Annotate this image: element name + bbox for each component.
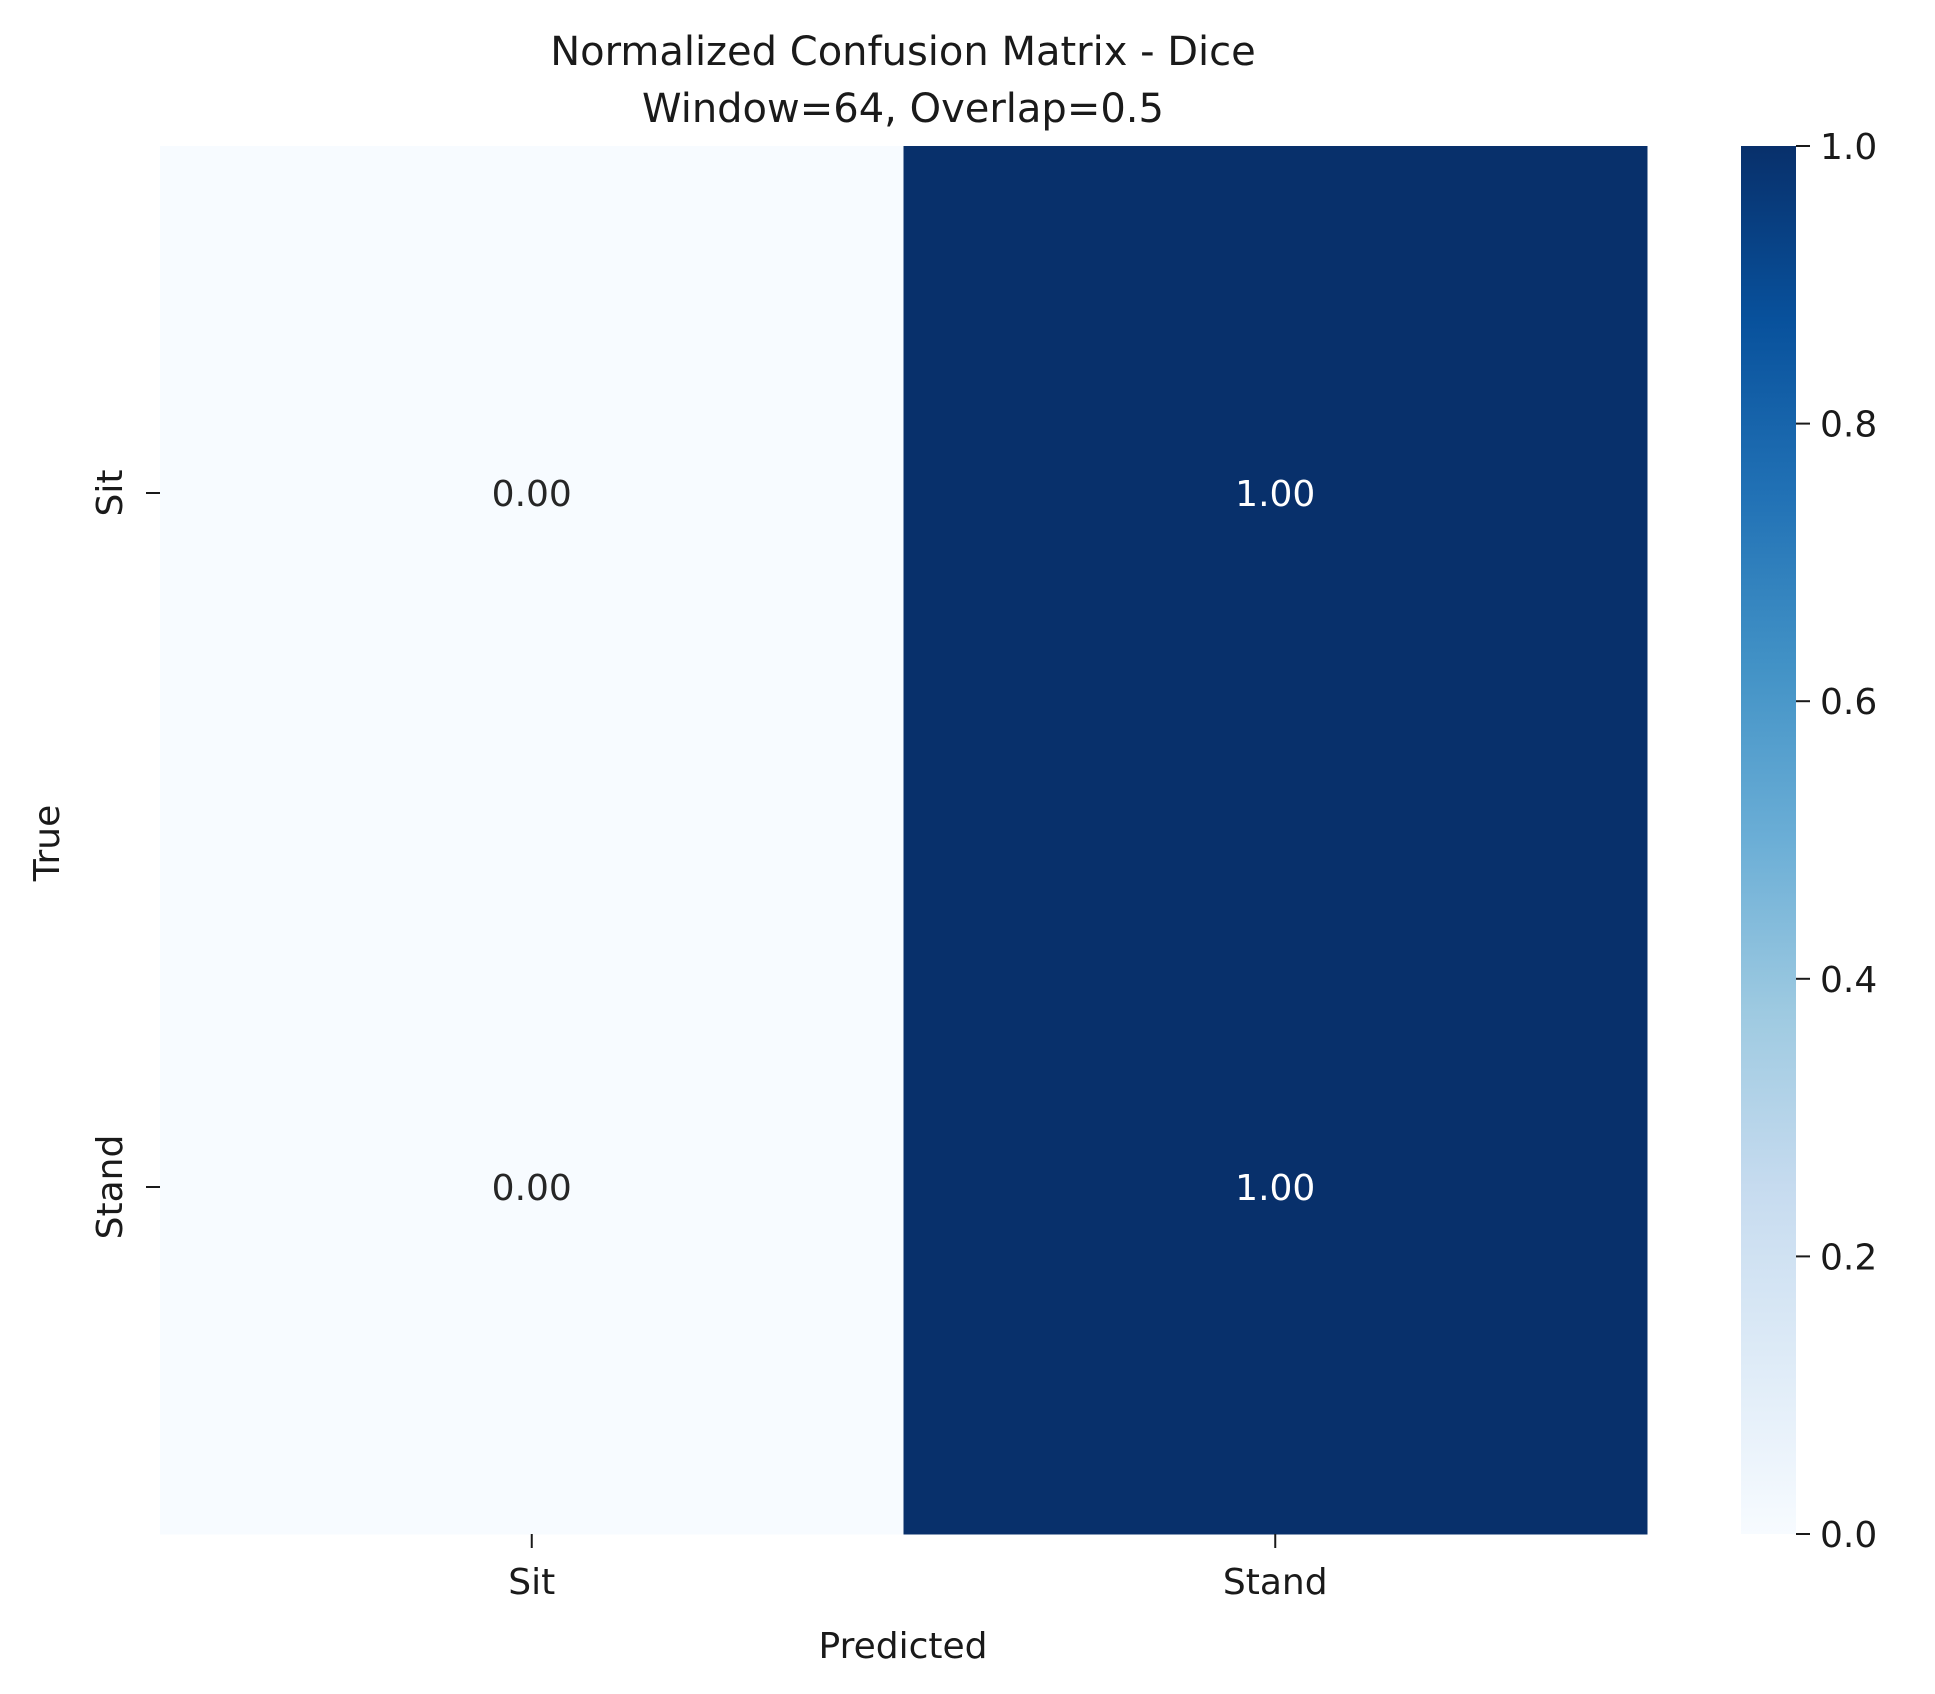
colorbar-tick-label: 0.8	[1820, 405, 1877, 446]
cell-value-label: 0.00	[492, 474, 572, 515]
heatmap-cells: 0.00 1.00 0.00 1.00	[160, 146, 1648, 1535]
colorbar-ticks: 0.0 0.2 0.4 0.6 0.8 1.0	[1796, 127, 1877, 1556]
y-axis-label: True	[27, 805, 68, 882]
cell-value-label: 1.00	[1235, 1168, 1315, 1209]
chart-title-line1: Normalized Confusion Matrix - Dice	[550, 29, 1256, 75]
colorbar	[1741, 146, 1796, 1534]
heatmap-cell	[160, 840, 904, 1535]
cell-value-label: 0.00	[492, 1168, 572, 1209]
heatmap-cell	[160, 146, 904, 841]
colorbar-tick-label: 0.0	[1820, 1515, 1877, 1556]
colorbar-tick-label: 1.0	[1820, 127, 1877, 168]
x-tick-label: Sit	[508, 1562, 555, 1603]
chart-title-line2: Window=64, Overlap=0.5	[642, 86, 1164, 132]
heatmap-cell	[903, 840, 1648, 1535]
cell-value-label: 1.00	[1235, 474, 1315, 515]
x-axis-label: Predicted	[819, 1626, 988, 1667]
colorbar-tick-label: 0.6	[1820, 682, 1877, 723]
y-tick-label: Stand	[90, 1135, 131, 1240]
colorbar-tick-label: 0.2	[1820, 1237, 1877, 1278]
y-tick-label: Sit	[90, 470, 131, 517]
heatmap-cell	[903, 146, 1648, 841]
colorbar-tick-label: 0.4	[1820, 960, 1877, 1001]
x-tick-label: Stand	[1223, 1562, 1328, 1603]
axes: Sit Stand Sit Stand	[90, 470, 1328, 1603]
